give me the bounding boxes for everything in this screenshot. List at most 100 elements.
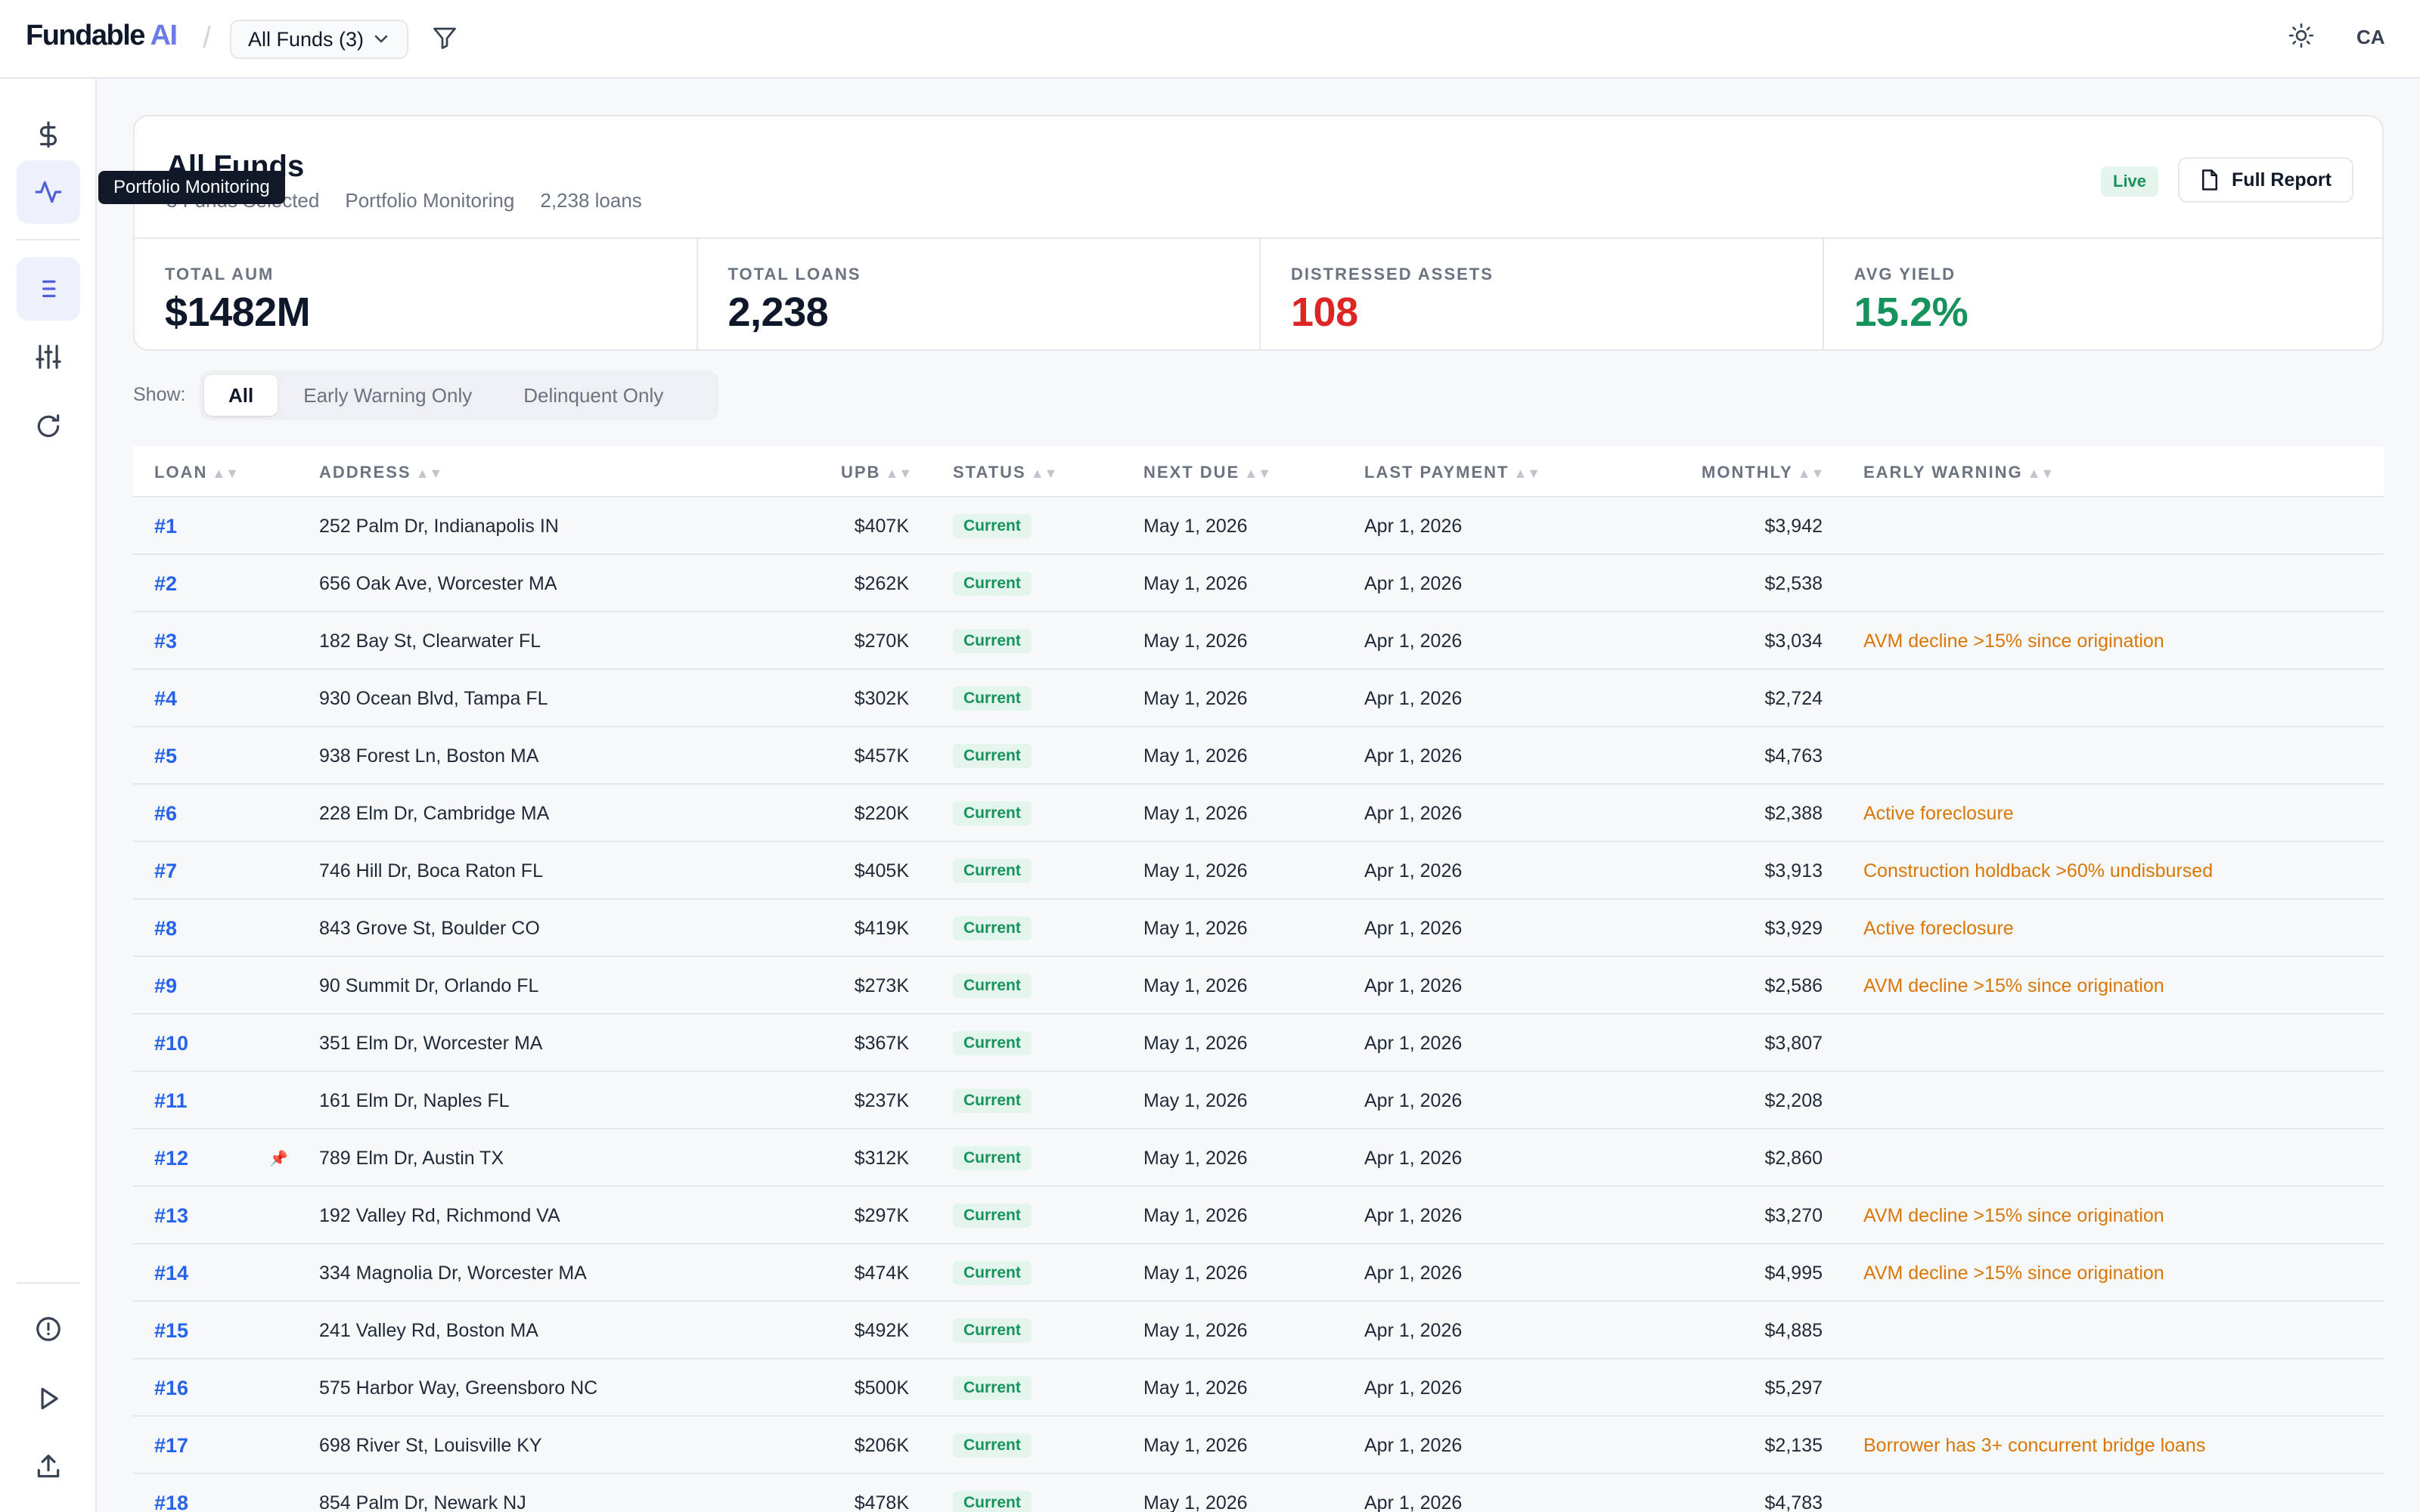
loan-link[interactable]: #15 [154,1318,189,1342]
table-row[interactable]: #8 843 Grove St, Boulder CO $419K Current Ma… [133,900,2384,957]
loan-link[interactable]: #18 [154,1491,189,1512]
loan-link[interactable]: #2 [154,572,178,595]
filter-button[interactable] [431,24,464,54]
table-row[interactable]: #11 161 Elm Dr, Naples FL $237K Current May … [133,1072,2384,1129]
sidebar [0,79,97,1512]
table-row[interactable]: #12 789 Elm Dr, Austin TX $312K Current May … [133,1129,2384,1187]
column-header-early-warning[interactable]: Early Warning ▲▼ [1863,463,2055,482]
status-cell: Current [953,1359,1032,1417]
kpi-row: Total AUM $1482M Total Loans 2,238 Distr… [135,237,2383,349]
loan-link[interactable]: #1 [154,514,178,538]
filter-delinquent-only[interactable]: Delinquent Only [523,383,664,407]
status-cell: Current [953,727,1032,785]
brand-logo[interactable]: Fundable AI [26,20,178,52]
table-row[interactable]: #17 698 River St, Louisville KY $206K Curre… [133,1417,2384,1474]
monthly-cell: $4,783 [1764,1492,1823,1512]
address-cell: 192 Valley Rd, Richmond VA [319,1204,560,1226]
loan-link[interactable]: #10 [154,1031,189,1055]
loan-link[interactable]: #6 [154,801,178,825]
sidebar-item-loans-list[interactable] [17,257,80,321]
filter-all[interactable]: All [204,375,278,416]
column-header-loan[interactable]: Loan ▲▼ [154,463,239,482]
column-header-monthly[interactable]: Monthly ▲▼ [1702,463,1825,482]
table-row[interactable]: #6 228 Elm Dr, Cambridge MA $220K Current Ma… [133,785,2384,842]
last-payment-cell: Apr 1, 2026 [1364,860,1463,881]
kpi-label: Total Loans [728,265,861,284]
address-cell: 182 Bay St, Clearwater FL [319,630,541,652]
loan-link[interactable]: #16 [154,1376,189,1399]
play-icon [41,1387,58,1410]
column-header-last-payment[interactable]: Last Payment ▲▼ [1364,463,1541,482]
next-due-cell: May 1, 2026 [1143,687,1248,709]
monthly-cell: $3,913 [1764,860,1823,881]
column-header-address[interactable]: Address ▲▼ [319,463,443,482]
upb-cell: $273K [854,974,909,996]
table-row[interactable]: #15 241 Valley Rd, Boston MA $492K Current M… [133,1302,2384,1359]
address-cell: 789 Elm Dr, Austin TX [319,1147,504,1169]
sidebar-item-fundraising[interactable] [17,103,80,166]
column-header-status[interactable]: Status ▲▼ [953,463,1058,482]
upb-cell: $478K [854,1492,909,1512]
loan-link[interactable]: #13 [154,1204,189,1227]
brand-ai: AI [150,20,178,51]
loan-link[interactable]: #9 [154,974,178,997]
table-row[interactable]: #5 938 Forest Ln, Boston MA $457K Current Ma… [133,727,2384,785]
loan-link[interactable]: #17 [154,1433,189,1457]
loan-link[interactable]: #4 [154,686,178,710]
next-due-cell: May 1, 2026 [1143,572,1248,594]
status-cell: Current [953,785,1032,842]
loan-link[interactable]: #3 [154,629,178,652]
table-row[interactable]: #16 575 Harbor Way, Greensboro NC $500K Cur… [133,1359,2384,1417]
sidebar-item-alerts[interactable] [17,1297,80,1361]
table-row[interactable]: #9 90 Summit Dr, Orlando FL $273K Current Ma… [133,957,2384,1015]
sidebar-item-refresh[interactable] [17,395,80,458]
monthly-cell: $3,270 [1764,1204,1823,1226]
next-due-cell: May 1, 2026 [1143,860,1248,881]
filter-early-warning-only[interactable]: Early Warning Only [303,383,473,407]
user-avatar[interactable]: CA [2356,26,2385,48]
loan-link[interactable]: #5 [154,744,178,767]
loan-link[interactable]: #11 [154,1089,188,1112]
pin-icon[interactable]: 📌 [269,1150,288,1167]
fund-select[interactable]: All Funds (3) [230,20,408,59]
table-row[interactable]: #7 746 Hill Dr, Boca Raton FL $405K Current… [133,842,2384,900]
upb-cell: $474K [854,1262,909,1284]
status-cell: Current [953,670,1032,727]
sidebar-item-upload[interactable] [17,1435,80,1498]
address-cell: 161 Elm Dr, Naples FL [319,1089,510,1111]
address-cell: 575 Harbor Way, Greensboro NC [319,1377,598,1399]
table-row[interactable]: #2 656 Oak Ave, Worcester MA $262K Current M… [133,555,2384,612]
kpi-avg-yield: Avg Yield 15.2% [1824,239,2383,349]
table-row[interactable]: #18 854 Palm Dr, Newark NJ $478K Current May… [133,1474,2384,1512]
table-row[interactable]: #14 334 Magnolia Dr, Worcester MA $474K Cur… [133,1244,2384,1302]
early-warning-cell: AVM decline >15% since origination [1863,1262,2164,1284]
column-header-upb[interactable]: UPB ▲▼ [841,463,913,482]
next-due-cell: May 1, 2026 [1143,1492,1248,1512]
table-row[interactable]: #13 192 Valley Rd, Richmond VA $297K Curren… [133,1187,2384,1244]
address-cell: 930 Ocean Blvd, Tampa FL [319,687,548,709]
sidebar-item-run[interactable] [17,1367,80,1430]
column-header-next-due[interactable]: Next Due ▲▼ [1143,463,1271,482]
full-report-button[interactable]: Full Report [2178,157,2353,203]
loan-link[interactable]: #12 [154,1146,189,1170]
upb-cell: $457K [854,745,909,767]
upb-cell: $206K [854,1434,909,1456]
next-due-cell: May 1, 2026 [1143,917,1248,939]
loan-link[interactable]: #14 [154,1261,189,1284]
theme-toggle-button[interactable] [2288,23,2323,57]
early-warning-cell: Construction holdback >60% undisbursed [1863,860,2214,881]
sidebar-item-settings[interactable] [17,325,80,389]
last-payment-cell: Apr 1, 2026 [1364,1492,1463,1512]
loan-link[interactable]: #7 [154,859,178,882]
kpi-label: Avg Yield [1854,265,1956,284]
monthly-cell: $2,208 [1764,1089,1823,1111]
sort-icon: ▲▼ [1513,466,1541,481]
last-payment-cell: Apr 1, 2026 [1364,1147,1463,1169]
table-row[interactable]: #4 930 Ocean Blvd, Tampa FL $302K Current Ma… [133,670,2384,727]
table-row[interactable]: #10 351 Elm Dr, Worcester MA $367K Current M… [133,1015,2384,1072]
loan-link[interactable]: #8 [154,916,178,940]
next-due-cell: May 1, 2026 [1143,802,1248,824]
table-row[interactable]: #3 182 Bay St, Clearwater FL $270K Current M… [133,612,2384,670]
sidebar-item-portfolio-monitoring[interactable] [17,160,80,224]
table-row[interactable]: #1 252 Palm Dr, Indianapolis IN $407K Curre… [133,497,2384,555]
